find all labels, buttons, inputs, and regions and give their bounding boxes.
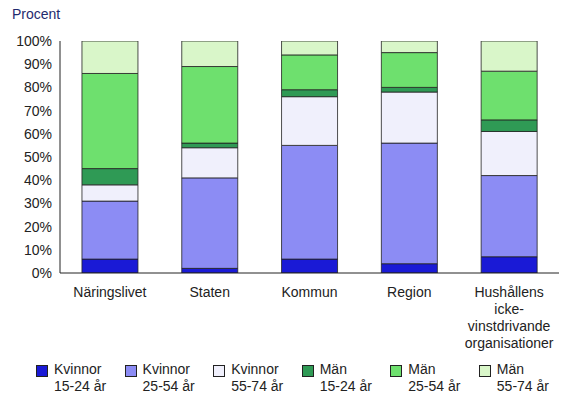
svg-text:Region: Region — [387, 284, 431, 300]
html-text:Kvinnor: Kvinnor — [142, 361, 190, 377]
svg-text:30%: 30% — [24, 195, 52, 211]
html-text:Procent: Procent — [12, 6, 61, 22]
html-text:15-24 år: 15-24 år — [54, 378, 107, 394]
svg-text:Kommun: Kommun — [281, 284, 337, 300]
svg-text:100%: 100% — [16, 33, 52, 49]
svg-text:80%: 80% — [24, 79, 52, 95]
svg-text:0%: 0% — [32, 265, 52, 281]
html-text:Kvinnor: Kvinnor — [54, 361, 102, 377]
svg-text:40%: 40% — [24, 172, 52, 188]
svg-text:Staten: Staten — [189, 284, 229, 300]
svg-text:60%: 60% — [24, 126, 52, 142]
svg-text:Hushållensicke-vinstdrivandeor: Hushållensicke-vinstdrivandeorganisation… — [465, 284, 554, 351]
html-text:Kvinnor: Kvinnor — [231, 361, 279, 377]
svg-text:Näringslivet: Näringslivet — [73, 284, 146, 300]
html-text:Män: Män — [319, 361, 347, 377]
svg-text:20%: 20% — [24, 219, 52, 235]
html-text:15-24 år: 15-24 år — [319, 378, 372, 394]
svg-text:70%: 70% — [24, 103, 52, 119]
svg-text:10%: 10% — [24, 242, 52, 258]
svg-text:50%: 50% — [24, 149, 52, 165]
html-text:55-74 år: 55-74 år — [496, 378, 549, 394]
svg-text:90%: 90% — [24, 56, 52, 72]
html-text:Män: Män — [496, 361, 524, 377]
html-text:25-54 år: 25-54 år — [408, 378, 461, 394]
html-text:Män: Män — [408, 361, 436, 377]
html-text:55-74 år: 55-74 år — [231, 378, 284, 394]
html-text:25-54 år: 25-54 år — [142, 378, 195, 394]
